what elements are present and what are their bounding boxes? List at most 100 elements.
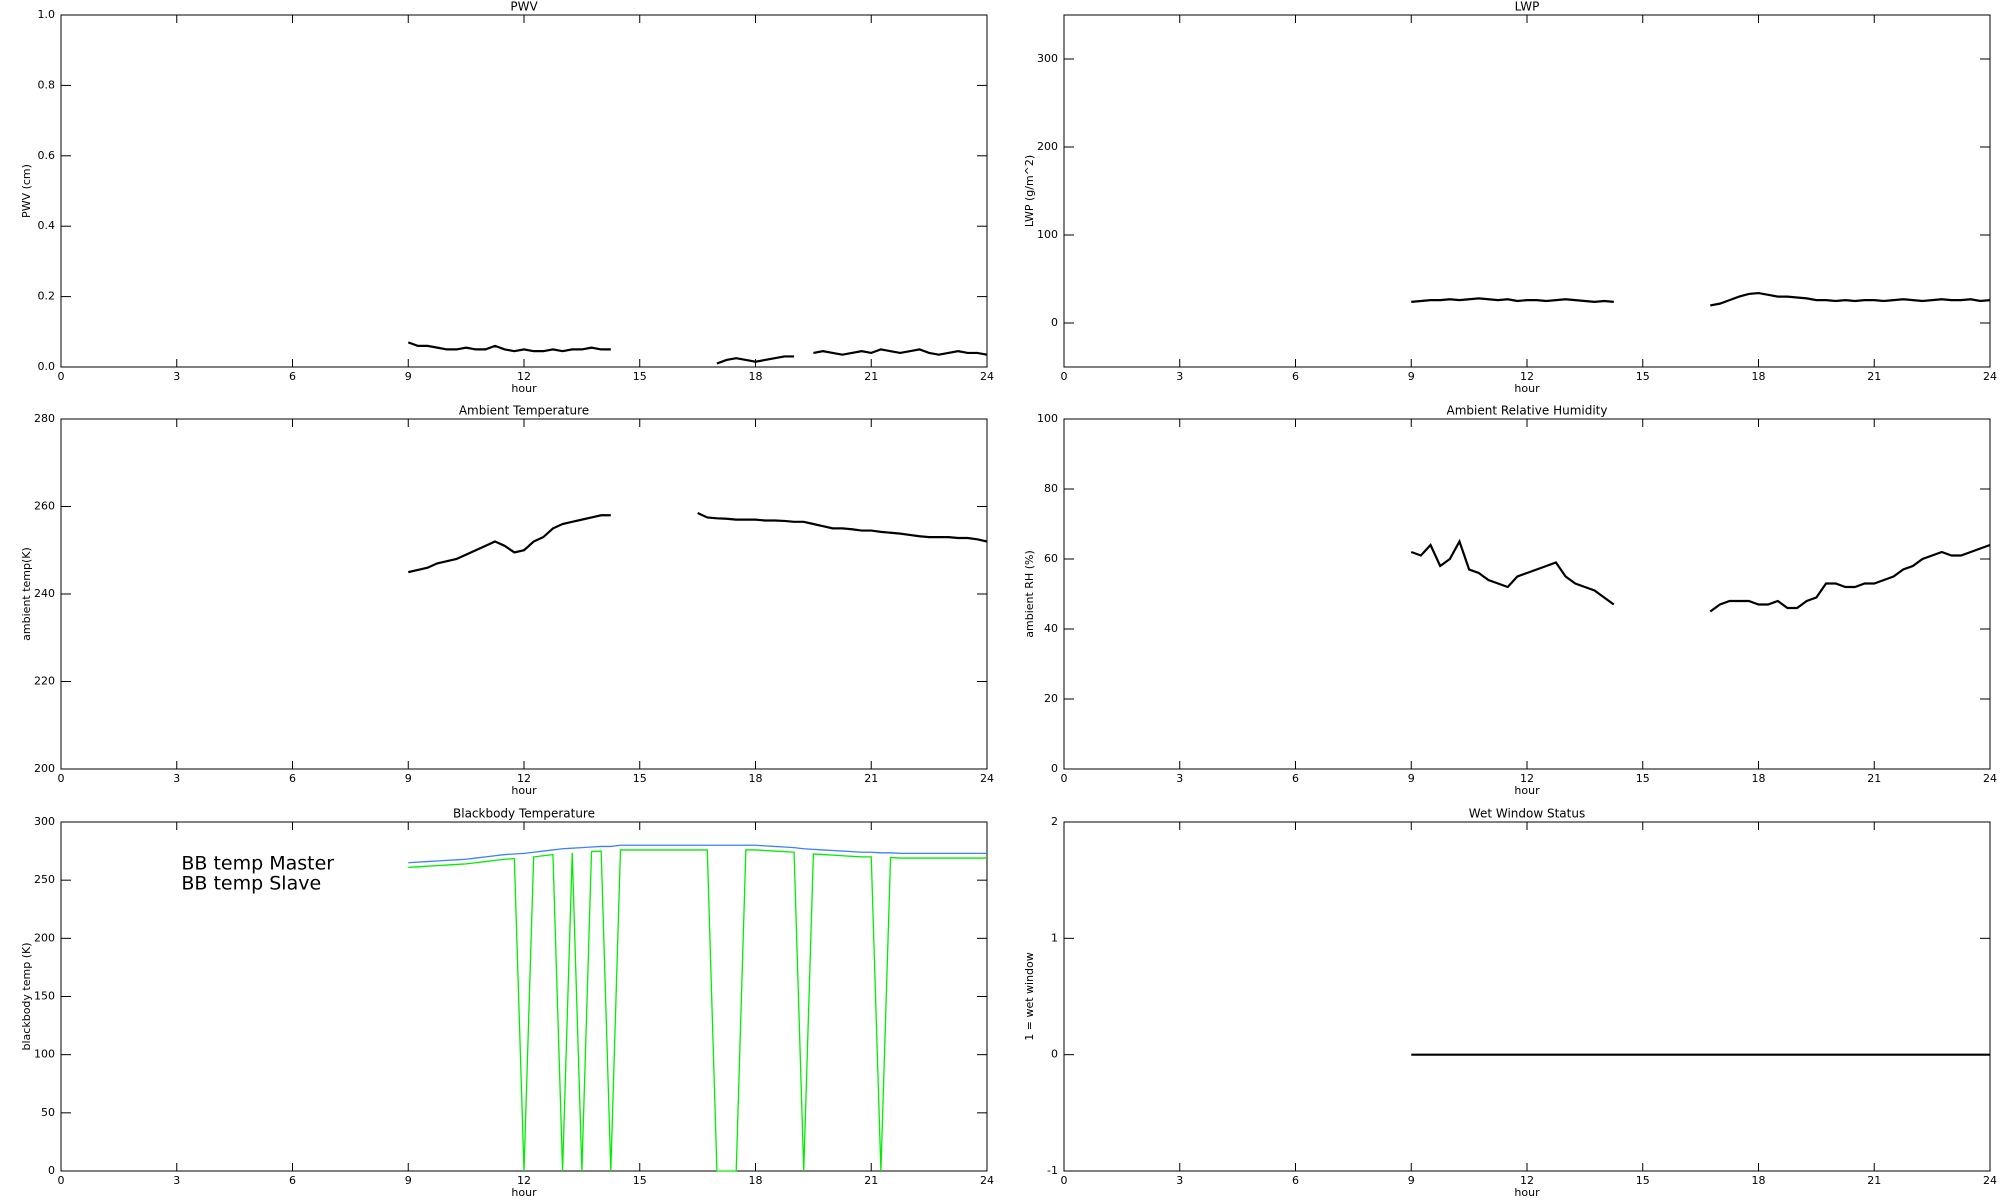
y-tick-label: 0.8	[38, 78, 56, 91]
y-tick-label: 1.0	[38, 8, 56, 21]
x-axis-label: hour	[511, 784, 537, 797]
x-tick-label: 24	[1983, 772, 1997, 785]
y-axis-label: PWV (cm)	[20, 164, 33, 218]
x-tick-label: 9	[1408, 772, 1415, 785]
plot-frame	[60, 14, 988, 368]
y-tick-label: 150	[34, 990, 55, 1003]
x-tick-label: 9	[1408, 370, 1415, 383]
y-tick-label: 100	[1037, 228, 1058, 241]
y-axis-label: blackbody temp (K)	[20, 943, 33, 1051]
x-tick-label: 21	[1867, 1174, 1881, 1187]
x-axis-label: hour	[1514, 784, 1540, 797]
y-tick-label: 0	[1051, 316, 1058, 329]
y-tick-label: 0	[1051, 762, 1058, 775]
x-tick-label: 9	[405, 772, 412, 785]
x-tick-label: 15	[633, 1174, 647, 1187]
x-tick-label: 15	[633, 772, 647, 785]
chart-title: Ambient Relative Humidity	[1447, 404, 1608, 418]
x-tick-label: 6	[289, 772, 296, 785]
x-tick-label: 15	[1636, 772, 1650, 785]
x-tick-label: 21	[864, 370, 878, 383]
data-line	[408, 849, 987, 1172]
x-axis-label: hour	[511, 382, 537, 395]
x-tick-label: 0	[1061, 370, 1068, 383]
x-tick-label: 3	[1176, 370, 1183, 383]
legend-entry: BB temp Slave	[181, 872, 321, 894]
y-tick-label: 250	[34, 873, 55, 886]
chart-title: Blackbody Temperature	[453, 807, 595, 821]
x-tick-label: 3	[173, 370, 180, 383]
x-axis-label: hour	[1514, 382, 1540, 395]
y-tick-label: 260	[34, 500, 55, 513]
data-line	[1411, 291, 1991, 307]
y-tick-label: -1	[1047, 1164, 1058, 1177]
x-tick-label: 18	[1752, 772, 1766, 785]
x-tick-label: 0	[58, 1174, 65, 1187]
plot-frame	[1063, 14, 1991, 368]
x-tick-label: 21	[1867, 370, 1881, 383]
x-tick-label: 24	[980, 772, 994, 785]
y-tick-label: 0	[48, 1164, 55, 1177]
x-tick-label: 9	[405, 370, 412, 383]
chart-title: PWV	[510, 0, 538, 14]
y-tick-label: 280	[34, 412, 55, 425]
x-tick-label: 18	[749, 1174, 763, 1187]
plot-frame	[1063, 418, 1991, 770]
x-tick-label: 12	[517, 1174, 531, 1187]
x-tick-label: 12	[1520, 1174, 1534, 1187]
y-tick-label: 100	[1037, 412, 1058, 425]
y-axis-label: ambient RH (%)	[1023, 550, 1036, 638]
x-tick-label: 21	[1867, 772, 1881, 785]
x-tick-label: 18	[749, 370, 763, 383]
data-line	[1410, 538, 1991, 613]
x-tick-label: 0	[1061, 1174, 1068, 1187]
x-tick-label: 3	[1176, 1174, 1183, 1187]
x-tick-label: 24	[1983, 1174, 1997, 1187]
y-axis-label: 1 = wet window	[1023, 952, 1036, 1041]
x-tick-label: 12	[517, 772, 531, 785]
y-tick-label: 60	[1044, 552, 1058, 565]
y-tick-label: 20	[1044, 692, 1058, 705]
y-tick-label: 240	[34, 587, 55, 600]
x-tick-label: 6	[1292, 370, 1299, 383]
chart-title: LWP	[1515, 0, 1540, 14]
x-tick-label: 6	[1292, 772, 1299, 785]
y-tick-label: 300	[1037, 52, 1058, 65]
x-tick-label: 3	[173, 1174, 180, 1187]
plot-frame	[60, 418, 988, 770]
y-tick-label: 0	[1051, 1048, 1058, 1061]
y-tick-label: 0.6	[38, 149, 56, 162]
y-tick-label: 200	[34, 931, 55, 944]
x-tick-label: 24	[980, 370, 994, 383]
x-tick-label: 15	[1636, 1174, 1650, 1187]
x-tick-label: 15	[1636, 370, 1650, 383]
y-tick-label: 0.0	[38, 360, 56, 373]
y-tick-label: 100	[34, 1048, 55, 1061]
y-tick-label: 40	[1044, 622, 1058, 635]
x-tick-label: 6	[289, 1174, 296, 1187]
x-tick-label: 21	[864, 1174, 878, 1187]
x-tick-label: 12	[1520, 772, 1534, 785]
y-axis-label: ambient temp(K)	[20, 547, 33, 641]
x-tick-label: 3	[173, 772, 180, 785]
x-tick-label: 18	[1752, 1174, 1766, 1187]
y-tick-label: 200	[1037, 140, 1058, 153]
legend-entry: BB temp Master	[181, 852, 334, 874]
x-tick-label: 15	[633, 370, 647, 383]
y-tick-label: 0.2	[38, 290, 56, 303]
chart-title: Wet Window Status	[1469, 807, 1585, 821]
x-tick-label: 12	[1520, 370, 1534, 383]
x-tick-label: 9	[405, 1174, 412, 1187]
y-tick-label: 1	[1051, 931, 1058, 944]
y-tick-label: 200	[34, 762, 55, 775]
y-tick-label: 220	[34, 675, 55, 688]
x-tick-label: 6	[1292, 1174, 1299, 1187]
x-axis-label: hour	[511, 1186, 537, 1199]
data-line	[408, 512, 988, 574]
x-tick-label: 21	[864, 772, 878, 785]
x-tick-label: 3	[1176, 772, 1183, 785]
y-tick-label: 80	[1044, 482, 1058, 495]
x-tick-label: 24	[980, 1174, 994, 1187]
